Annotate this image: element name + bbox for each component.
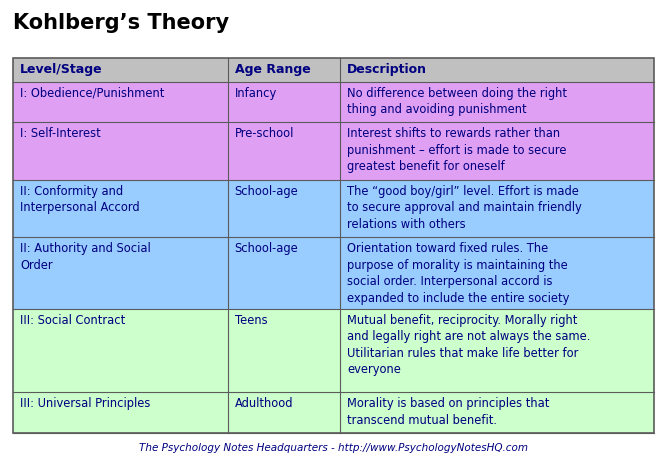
Text: School-age: School-age [235,242,299,255]
Text: Teens: Teens [235,314,267,327]
Text: II: Conformity and
Interpersonal Accord: II: Conformity and Interpersonal Accord [20,185,139,214]
Text: Interest shifts to rewards rather than
punishment – effort is made to secure
gre: Interest shifts to rewards rather than p… [347,127,566,174]
Text: The Psychology Notes Headquarters - http://www.PsychologyNotesHQ.com: The Psychology Notes Headquarters - http… [139,443,528,453]
Text: Age Range: Age Range [235,63,310,76]
Bar [13,180,654,237]
Text: Level/Stage: Level/Stage [20,63,103,76]
Text: Morality is based on principles that
transcend mutual benefit.: Morality is based on principles that tra… [347,397,550,427]
Text: I: Obedience/Punishment: I: Obedience/Punishment [20,87,164,100]
Bar [13,58,654,82]
Text: I: Self-Interest: I: Self-Interest [20,127,101,140]
Text: School-age: School-age [235,185,299,198]
Bar [13,123,654,180]
Text: II: Authority and Social
Order: II: Authority and Social Order [20,242,151,272]
Text: Kohlberg’s Theory: Kohlberg’s Theory [13,13,229,33]
Bar [13,58,654,433]
Text: III: Social Contract: III: Social Contract [20,314,125,327]
Text: III: Universal Principles: III: Universal Principles [20,397,150,410]
Text: The “good boy/girl” level. Effort is made
to secure approval and maintain friend: The “good boy/girl” level. Effort is mad… [347,185,582,231]
Text: Pre-school: Pre-school [235,127,294,140]
Text: Description: Description [347,63,427,76]
Text: No difference between doing the right
thing and avoiding punishment: No difference between doing the right th… [347,87,567,116]
Text: Orientation toward fixed rules. The
purpose of morality is maintaining the
socia: Orientation toward fixed rules. The purp… [347,242,570,305]
Bar [13,393,654,433]
Bar [13,309,654,393]
Text: Adulthood: Adulthood [235,397,293,410]
Text: Mutual benefit, reciprocity. Morally right
and legally right are not always the : Mutual benefit, reciprocity. Morally rig… [347,314,590,376]
Text: Infancy: Infancy [235,87,277,100]
Bar [13,237,654,309]
Bar [13,82,654,123]
